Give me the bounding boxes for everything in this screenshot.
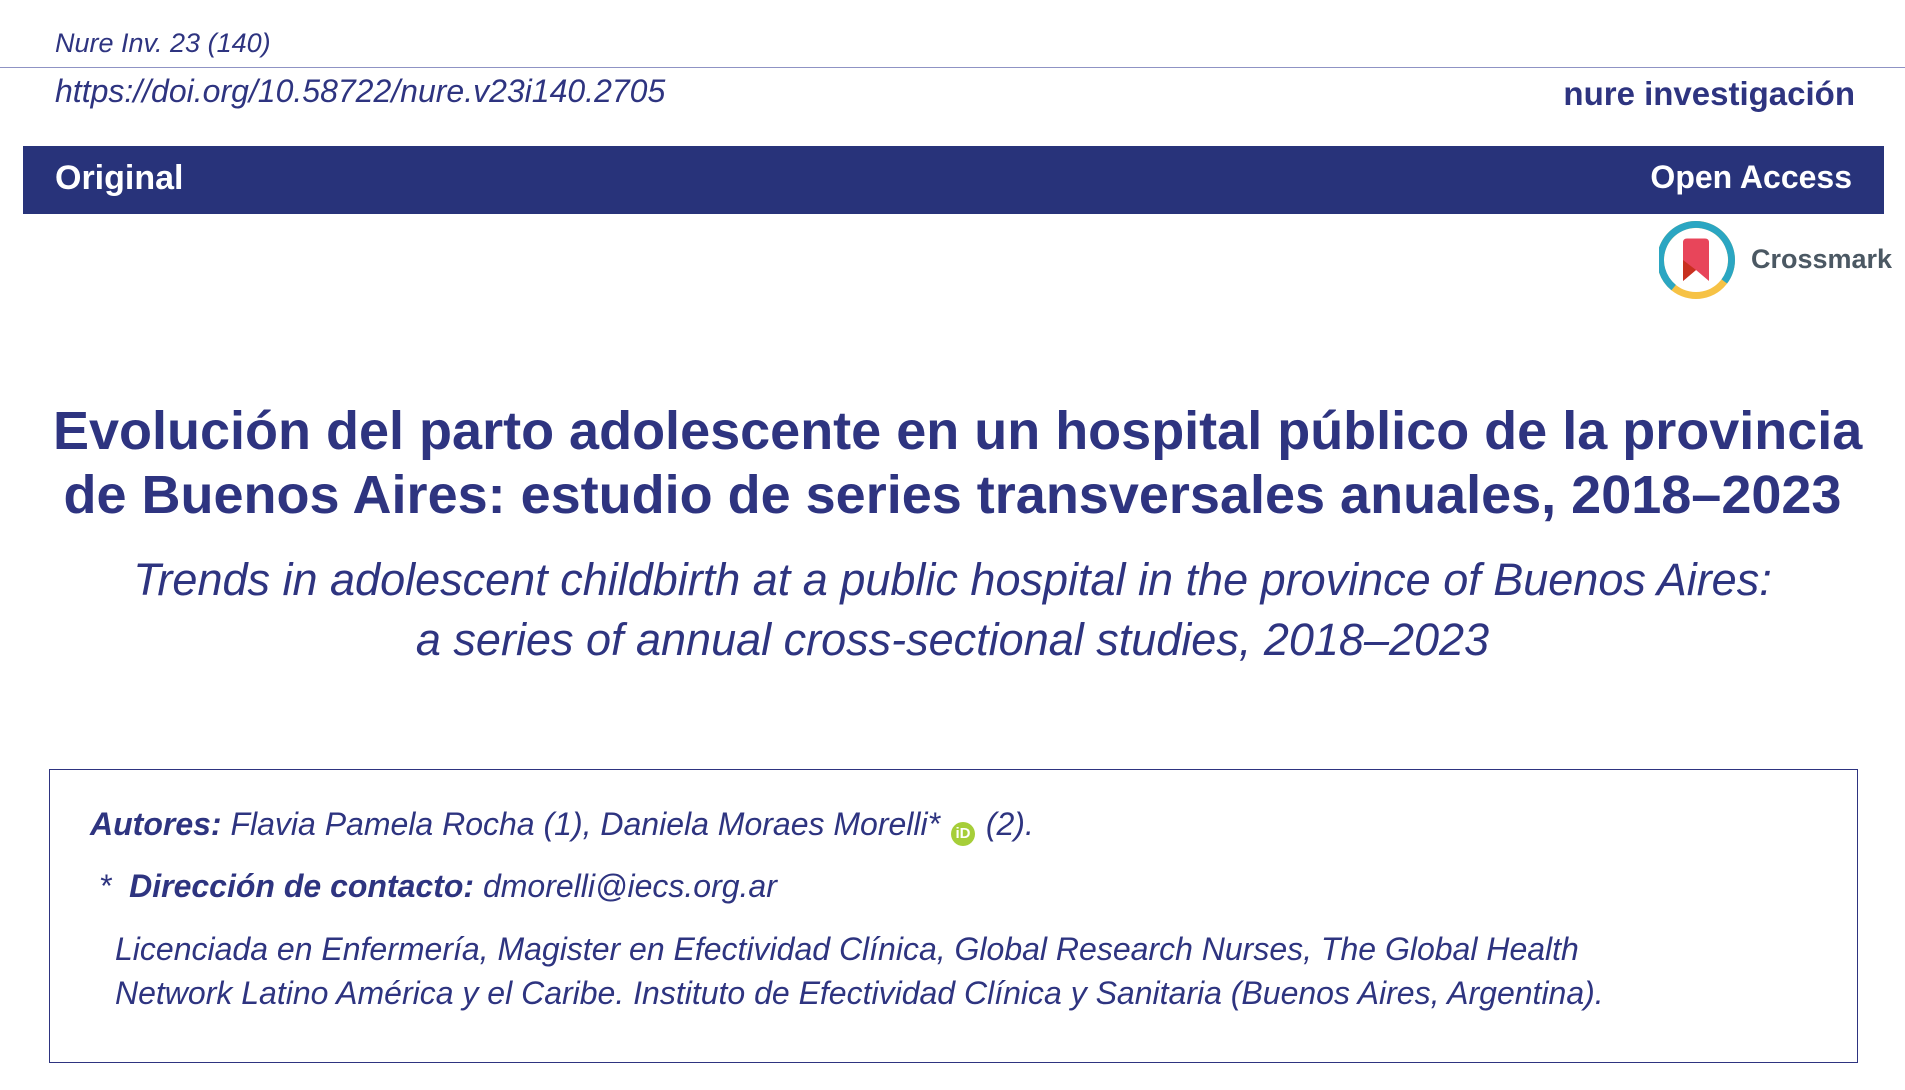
svg-text:Crossmark: Crossmark [1751,244,1893,274]
